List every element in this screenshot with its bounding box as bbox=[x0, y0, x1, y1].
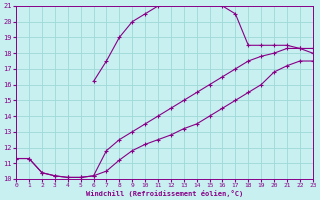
X-axis label: Windchill (Refroidissement éolien,°C): Windchill (Refroidissement éolien,°C) bbox=[86, 190, 243, 197]
